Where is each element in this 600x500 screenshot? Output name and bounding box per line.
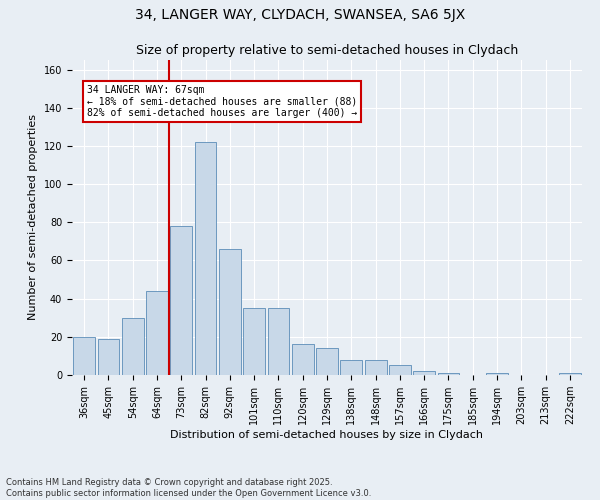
Text: 34, LANGER WAY, CLYDACH, SWANSEA, SA6 5JX: 34, LANGER WAY, CLYDACH, SWANSEA, SA6 5J… [135, 8, 465, 22]
Bar [73, 337, 95, 375]
Bar [340, 360, 362, 375]
Y-axis label: Number of semi-detached properties: Number of semi-detached properties [28, 114, 38, 320]
Bar [316, 348, 338, 375]
Text: 34 LANGER WAY: 67sqm
← 18% of semi-detached houses are smaller (88)
82% of semi-: 34 LANGER WAY: 67sqm ← 18% of semi-detac… [86, 85, 357, 118]
Bar [389, 366, 411, 375]
X-axis label: Distribution of semi-detached houses by size in Clydach: Distribution of semi-detached houses by … [170, 430, 484, 440]
Bar [413, 371, 435, 375]
Title: Size of property relative to semi-detached houses in Clydach: Size of property relative to semi-detach… [136, 44, 518, 58]
Bar [365, 360, 386, 375]
Bar [437, 373, 460, 375]
Bar [194, 142, 217, 375]
Bar [559, 373, 581, 375]
Bar [486, 373, 508, 375]
Bar [97, 338, 119, 375]
Text: Contains HM Land Registry data © Crown copyright and database right 2025.
Contai: Contains HM Land Registry data © Crown c… [6, 478, 371, 498]
Bar [268, 308, 289, 375]
Bar [219, 249, 241, 375]
Bar [292, 344, 314, 375]
Bar [170, 226, 192, 375]
Bar [146, 291, 168, 375]
Bar [243, 308, 265, 375]
Bar [122, 318, 143, 375]
